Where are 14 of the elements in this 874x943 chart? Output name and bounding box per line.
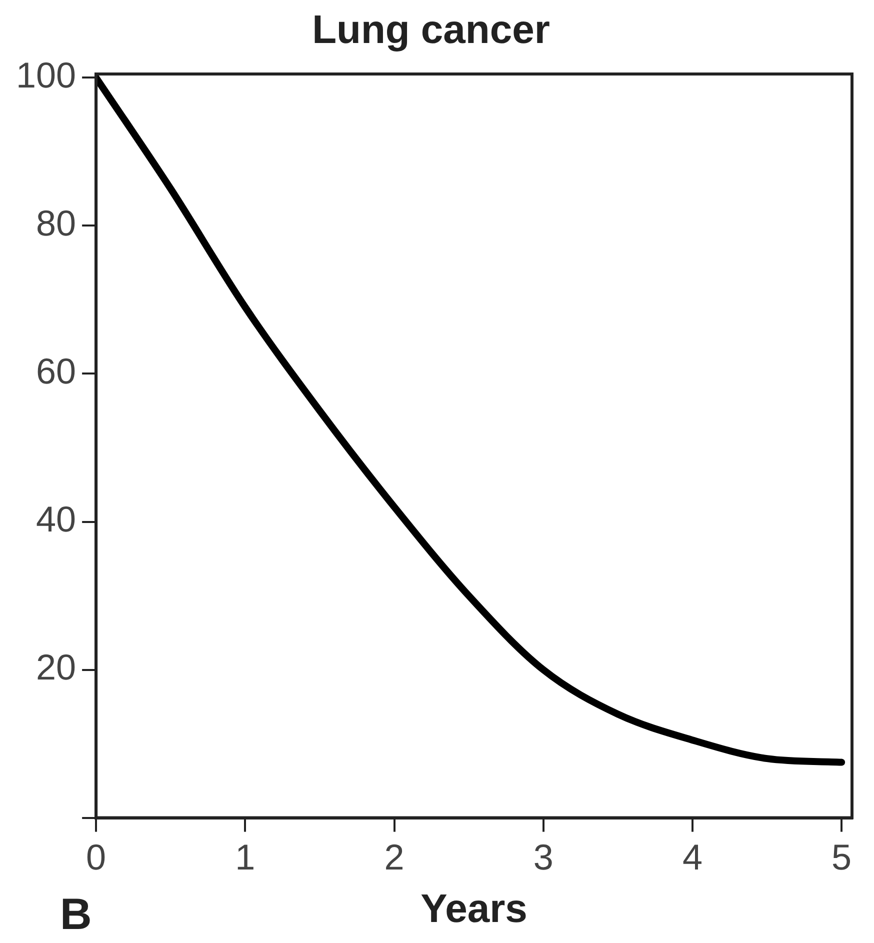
chart-title: Lung cancer	[312, 8, 550, 52]
x-tick-label: 0	[86, 836, 106, 878]
text: B	[60, 890, 92, 940]
x-tick-label: 2	[384, 836, 404, 878]
y-tick-label: 60	[36, 350, 76, 392]
x-tick-label: 5	[832, 836, 852, 878]
y-tick-label: 80	[36, 202, 76, 244]
y-tick-label: 20	[36, 646, 76, 688]
y-tick-label: 100	[16, 54, 76, 96]
x-tick-label: 3	[533, 836, 554, 878]
x-tick-label: 4	[682, 836, 702, 878]
x-axis-title: Years	[420, 887, 528, 932]
y-tick-label: 40	[36, 498, 76, 540]
x-tick-label: 1	[235, 836, 256, 878]
